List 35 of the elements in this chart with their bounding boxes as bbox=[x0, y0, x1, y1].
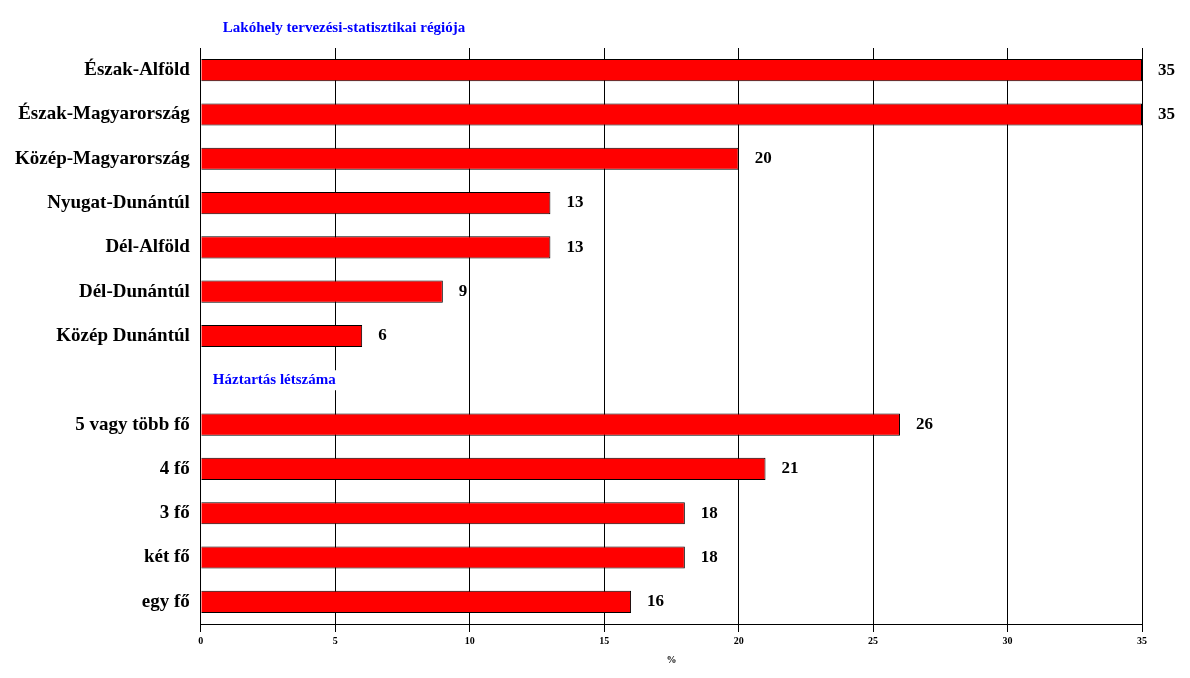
data-label: 35 bbox=[1158, 59, 1175, 79]
y-tick-label: Észak-Alföld bbox=[84, 58, 191, 80]
data-label: 9 bbox=[458, 281, 468, 301]
chart-title: Lakóhely tervezési-statisztikai régiója bbox=[222, 18, 466, 35]
data-label: 6 bbox=[378, 325, 387, 345]
x-tick-label: 15 bbox=[599, 634, 610, 646]
y-tick-label: egy fő bbox=[141, 589, 190, 611]
y-tick-label: 4 fő bbox=[159, 456, 190, 478]
y-tick-label: Észak-Magyarország bbox=[18, 102, 191, 124]
data-label: 26 bbox=[915, 414, 933, 434]
y-tick-label: két fő bbox=[143, 545, 190, 567]
data-label: 18 bbox=[700, 502, 718, 522]
y-tick-label: Nyugat-Dunántúl bbox=[47, 190, 190, 212]
y-tick-label: Dél-Dunántúl bbox=[78, 279, 190, 301]
y-tick-label: 5 vagy több fő bbox=[75, 412, 190, 434]
data-label: 13 bbox=[566, 192, 584, 212]
data-label: 21 bbox=[781, 458, 799, 478]
y-tick-label: Közép Dunántúl bbox=[56, 323, 190, 345]
x-tick-label: 35 bbox=[1137, 634, 1147, 646]
x-tick-label: 0 bbox=[198, 634, 204, 646]
data-label: 16 bbox=[647, 591, 665, 611]
x-tick-label: 30 bbox=[1002, 634, 1013, 646]
x-axis-title: % bbox=[666, 653, 677, 665]
x-tick-label: 20 bbox=[733, 634, 744, 646]
y-tick-label: 3 fő bbox=[159, 501, 190, 523]
x-tick-label: 25 bbox=[868, 634, 879, 646]
x-tick-label: 10 bbox=[464, 634, 475, 646]
x-tick-label: 5 bbox=[332, 634, 338, 646]
data-label: 13 bbox=[566, 236, 584, 256]
data-label: 20 bbox=[754, 148, 772, 168]
data-label: 35 bbox=[1158, 103, 1175, 123]
y-tick-label: Közép-Magyarország bbox=[14, 146, 191, 168]
y-tick-label: Dél-Alföld bbox=[105, 235, 191, 257]
data-label: 18 bbox=[700, 546, 718, 566]
annotation: Háztartás létszáma bbox=[212, 371, 337, 388]
